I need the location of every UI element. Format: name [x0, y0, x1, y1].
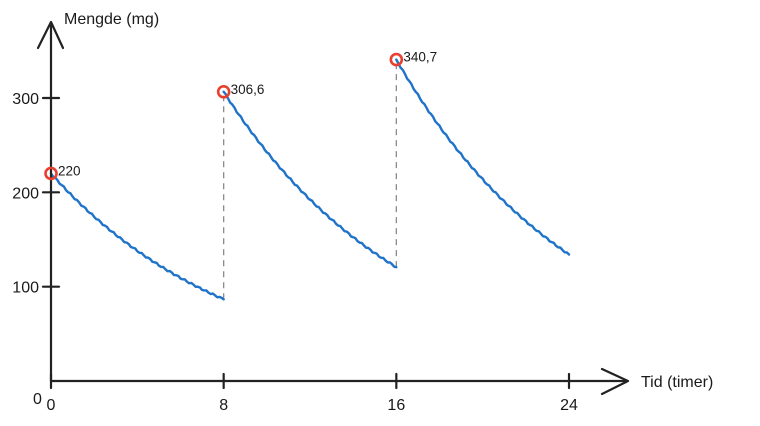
decay-segment-2	[222, 90, 398, 269]
x-tick-label-8: 8	[219, 397, 228, 414]
x-tick-label-24: 24	[560, 397, 578, 414]
x-tick-label-0: 0	[47, 397, 56, 414]
peak-markers: 220 306,6 340,7	[44, 50, 437, 181]
y-tick-label-100: 100	[12, 280, 39, 297]
ticks: 0 8 16 24 100 200 300	[12, 91, 578, 414]
series-curves	[49, 58, 571, 301]
origin-label: 0	[33, 391, 42, 408]
y-axis-label: Mengde (mg)	[64, 11, 159, 28]
decay-segment-3	[395, 58, 571, 256]
peak-label-3: 340,7	[403, 50, 437, 65]
peak-marker-2	[216, 84, 231, 99]
y-axis-arrow	[36, 20, 65, 50]
peak-marker-1	[44, 166, 58, 181]
peak-label-2: 306,6	[231, 82, 265, 97]
y-tick-label-200: 200	[12, 185, 39, 202]
axes	[36, 20, 630, 396]
x-axis-label: Tid (timer)	[641, 374, 713, 391]
drop-lines	[223, 63, 397, 300]
y-tick-label-300: 300	[12, 91, 39, 108]
peak-label-1: 220	[58, 163, 81, 178]
x-tick-label-16: 16	[387, 397, 405, 414]
decay-segment-1	[49, 172, 225, 301]
peak-marker-3	[389, 52, 404, 67]
x-axis-arrow	[600, 367, 630, 396]
